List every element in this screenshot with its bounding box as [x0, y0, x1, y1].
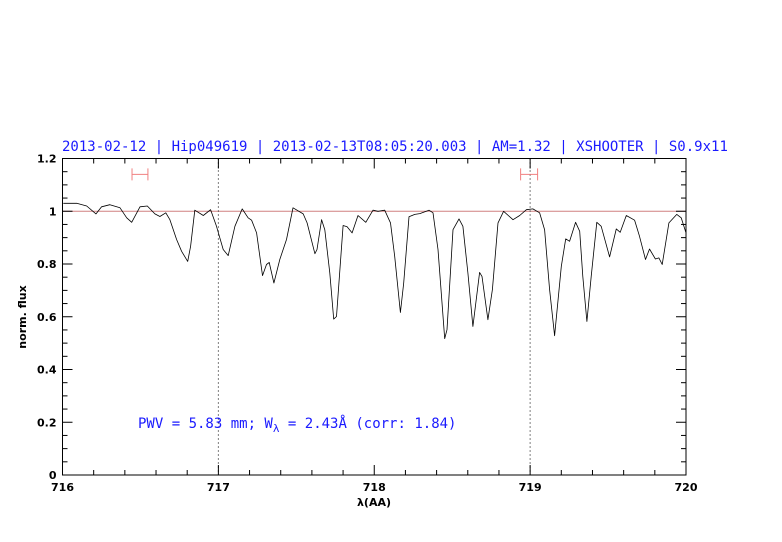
y-tick-label: 1.2: [37, 153, 57, 166]
annotation-subscript: λ: [273, 422, 280, 435]
chart-title: 2013-02-12 | Hip049619 | 2013-02-13T08:0…: [62, 139, 728, 155]
spectrum-line: [63, 202, 687, 339]
y-tick-label: 0.4: [37, 364, 57, 377]
pwv-annotation: PWV = 5.83 mm; Wλ = 2.43Å (corr: 1.84): [138, 415, 457, 435]
annotation-prefix: PWV = 5.83 mm; W: [138, 416, 273, 432]
x-tick-label: 717: [207, 481, 230, 494]
y-tick-label: 0: [49, 469, 57, 482]
interval-bar: [131, 168, 149, 181]
interval-bar: [520, 168, 539, 181]
y-tick-label: 1: [49, 205, 57, 218]
x-tick-label: 720: [675, 481, 698, 494]
y-tick-label: 0.6: [37, 311, 57, 324]
x-tick-label: 716: [51, 481, 74, 494]
y-axis-label: norm. flux: [16, 285, 29, 348]
x-axis-label: λ(AA): [357, 496, 391, 509]
x-tick-label: 719: [519, 481, 542, 494]
x-tick-label: 718: [363, 481, 386, 494]
y-tick-label: 0.8: [37, 258, 57, 271]
plot-frame: [62, 158, 687, 476]
annotation-suffix: = 2.43Å (corr: 1.84): [279, 415, 456, 432]
y-tick-label: 0.2: [37, 416, 57, 429]
